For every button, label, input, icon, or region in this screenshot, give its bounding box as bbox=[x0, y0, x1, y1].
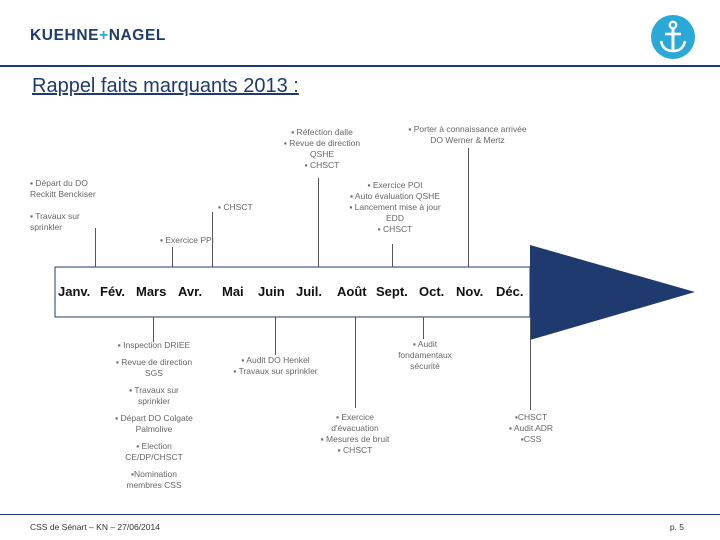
tick-jan bbox=[95, 228, 96, 267]
tick-aug-below bbox=[355, 317, 356, 408]
tick-jun-below bbox=[275, 317, 276, 355]
tick-aug bbox=[392, 244, 393, 267]
note-apr: ▪ CHSCT bbox=[218, 202, 253, 212]
tick-mar-below bbox=[153, 317, 154, 342]
page-number: p. 5 bbox=[669, 522, 684, 532]
tick-jun bbox=[318, 178, 319, 267]
note-mar-below: ▪ Inspection DRIEE ▪ Revue de direction SG… bbox=[115, 340, 193, 490]
month-label: Mai bbox=[222, 284, 244, 299]
company-logo: KUEHNE+NAGEL bbox=[30, 27, 166, 44]
month-label: Avr. bbox=[178, 284, 203, 299]
month-label: Fév. bbox=[100, 284, 126, 299]
month-label: Août bbox=[337, 284, 367, 299]
tick-sep bbox=[468, 148, 469, 267]
tick-apr bbox=[212, 212, 213, 267]
note-sep-below: ▪ Audit fondamentaux sécurité bbox=[398, 339, 452, 371]
footer-divider bbox=[0, 514, 720, 515]
month-label: Nov. bbox=[456, 284, 484, 299]
note-jan: ▪ Départ du DO Reckitt Benckiser ▪ Travaux… bbox=[30, 178, 96, 232]
month-label: Sept. bbox=[376, 284, 408, 299]
month-label: Juin bbox=[258, 284, 285, 299]
month-label: Mars bbox=[136, 284, 167, 299]
note-jun-below: ▪ Audit DO Henkel ▪ Travaux sur sprinkler bbox=[233, 355, 318, 376]
month-label: Oct. bbox=[419, 284, 445, 299]
tick-mar bbox=[172, 247, 173, 267]
month-label: Juil. bbox=[296, 284, 323, 299]
note-aug-below: ▪ Exercice d'évacuation ▪ Mesures de bruit… bbox=[320, 412, 390, 455]
note-jun: ▪ Réfection dalle ▪ Revue de direction QSH… bbox=[283, 127, 361, 170]
month-label: Janv. bbox=[58, 284, 91, 299]
note-aug: ▪ Exercice POI ▪ Auto évaluation QSHE ▪ La… bbox=[349, 180, 441, 234]
note-mar: ▪ Exercice PPI bbox=[160, 235, 215, 245]
note-sep: ▪ Porter à connaissance arrivée DO Werner… bbox=[408, 124, 527, 145]
anchor-icon bbox=[651, 15, 695, 59]
tick-dec-below bbox=[530, 317, 531, 410]
note-dec-below: ▪CHSCT ▪ Audit ADR ▪CSS bbox=[508, 412, 554, 444]
month-label: Déc. bbox=[496, 284, 524, 299]
page-title: Rappel faits marquants 2013 : bbox=[32, 75, 299, 97]
header-divider bbox=[0, 65, 720, 67]
tick-sep-below bbox=[423, 317, 424, 339]
footer-text: CSS de Sénart – KN – 27/06/2014 bbox=[30, 522, 160, 532]
